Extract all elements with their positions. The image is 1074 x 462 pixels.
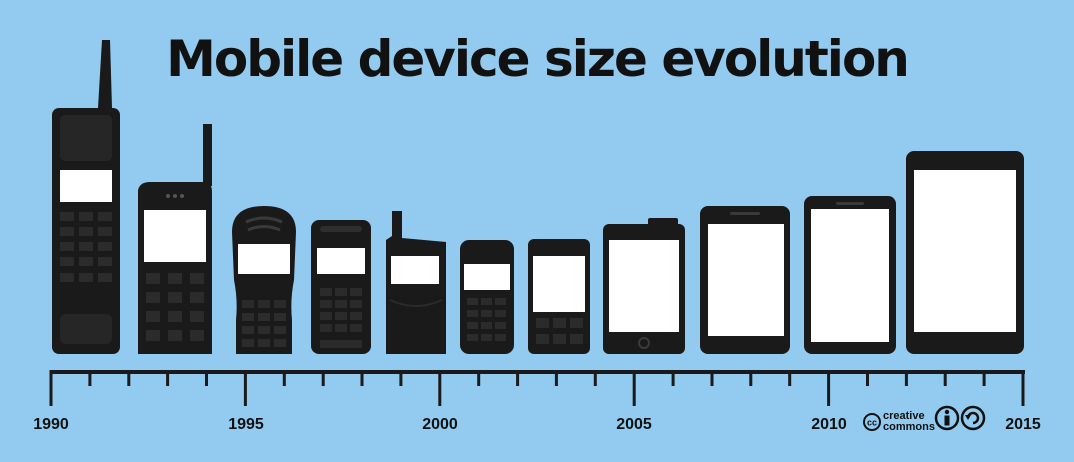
minor-tick (593, 370, 597, 386)
minor-tick (360, 370, 364, 386)
year-label-1995: 1995 (228, 416, 264, 433)
creative-commons-badge: cc creative commons (863, 405, 986, 433)
timeline-axis (49, 370, 1025, 406)
minor-tick (282, 370, 286, 386)
device-brick-phone (52, 40, 120, 354)
minor-tick (671, 370, 675, 386)
year-label-2005: 2005 (616, 416, 652, 433)
minor-tick (399, 370, 403, 386)
device-phablet (906, 151, 1024, 354)
year-label-2000: 2000 (422, 416, 458, 433)
share-alike-icon (960, 405, 986, 431)
minor-tick (710, 370, 714, 386)
minor-tick (749, 370, 753, 386)
device-candybar-phone (311, 220, 371, 354)
minor-tick (982, 370, 986, 386)
minor-tick (127, 370, 131, 386)
cc-text-line2: commons (883, 421, 935, 433)
major-tick (243, 370, 247, 406)
minor-tick (904, 370, 908, 386)
device-early-smartphone (603, 218, 685, 354)
minor-tick (554, 370, 558, 386)
major-tick (438, 370, 442, 406)
minor-tick (788, 370, 792, 386)
cc-text-line1: creative (883, 410, 925, 422)
device-antenna-phone (138, 124, 212, 354)
minor-tick (943, 370, 947, 386)
year-label-1990: 1990 (33, 416, 69, 433)
minor-tick (866, 370, 869, 386)
attribution-icon (934, 405, 960, 431)
minor-tick (477, 370, 481, 386)
device-smartphone-2007 (700, 206, 790, 354)
major-tick (827, 370, 831, 406)
device-smartphone-2010 (804, 196, 896, 354)
svg-text:cc: cc (867, 418, 877, 428)
page-title: Mobile device size evolution (166, 30, 910, 88)
device-stub-antenna-phone (386, 211, 446, 354)
device-compact-phone (460, 240, 514, 354)
device-rounded-phone (232, 206, 296, 354)
minor-tick (205, 370, 208, 386)
major-tick (49, 370, 53, 406)
device-square-screen-phone (528, 239, 590, 354)
minor-tick (516, 370, 520, 386)
minor-tick (88, 370, 92, 386)
year-labels: 1990 1995 2000 2005 2010 2015 (33, 416, 1041, 433)
major-tick (632, 370, 636, 406)
major-tick (1021, 370, 1025, 406)
year-label-2010: 2010 (811, 416, 847, 433)
minor-tick (321, 370, 325, 386)
cc-logo-icon: cc (863, 413, 881, 431)
minor-tick (166, 370, 170, 386)
year-label-2015: 2015 (1005, 416, 1041, 433)
